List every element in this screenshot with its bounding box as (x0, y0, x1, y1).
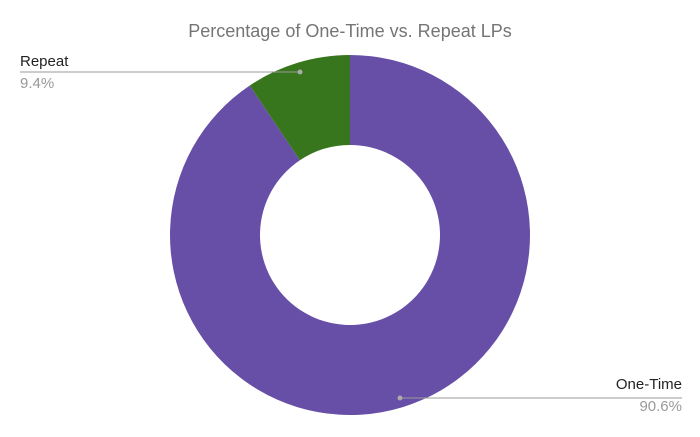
slice-value-label: 9.4% (20, 75, 54, 92)
slice-label: One-Time (616, 376, 682, 393)
donut-slice (170, 55, 530, 415)
leader-dot (397, 395, 403, 401)
slice-label: Repeat (20, 53, 69, 70)
leader-dot (297, 69, 303, 75)
chart-title: Percentage of One-Time vs. Repeat LPs (188, 21, 512, 41)
donut-slice (249, 55, 350, 161)
slice-value-label: 90.6% (639, 398, 682, 415)
